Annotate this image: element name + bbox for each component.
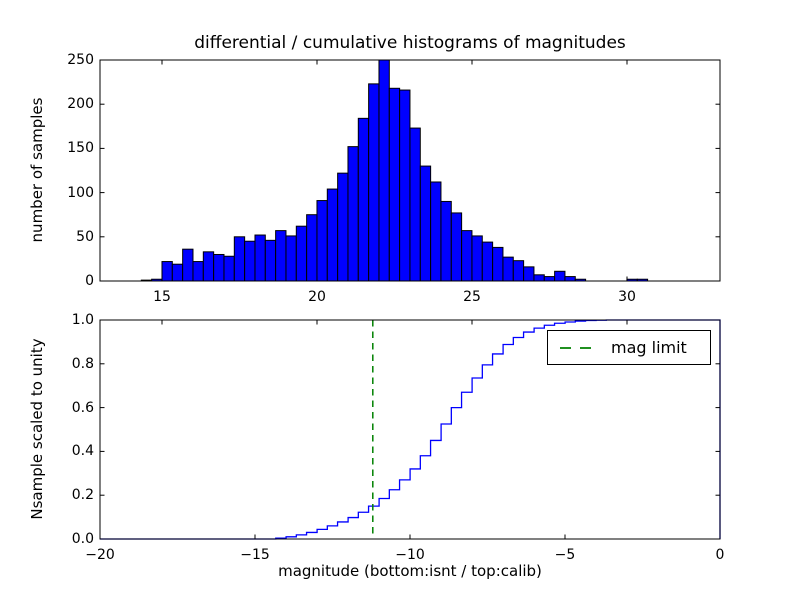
bottom-xtick: 0 xyxy=(715,547,725,563)
bottom-xtick: −10 xyxy=(395,547,425,563)
legend-dashed-line-sample xyxy=(560,346,596,349)
bottom-ytick: 1.0 xyxy=(71,312,94,328)
top-ytick: 0 xyxy=(85,273,94,289)
bottom-xtick: −20 xyxy=(85,547,115,563)
figure-title: differential / cumulative histograms of … xyxy=(194,33,626,53)
top-ytick: 250 xyxy=(67,52,94,68)
top-plot-ylabel: number of samples xyxy=(28,97,46,243)
bottom-ytick: 0.0 xyxy=(71,531,94,547)
top-xtick: 25 xyxy=(463,289,481,305)
top-ytick: 100 xyxy=(67,185,94,201)
bottom-plot-ylabel: Nsample scaled to unity xyxy=(28,338,46,520)
bottom-ytick: 0.4 xyxy=(71,443,94,459)
bottom-xtick: −15 xyxy=(240,547,270,563)
x-axis-label: magnitude (bottom:isnt / top:calib) xyxy=(278,562,542,580)
bottom-ytick: 0.8 xyxy=(71,356,94,372)
top-xtick: 30 xyxy=(618,289,636,305)
bottom-ytick: 0.6 xyxy=(71,400,94,416)
top-ytick: 150 xyxy=(67,140,94,156)
top-ytick: 200 xyxy=(67,96,94,112)
top-xtick: 20 xyxy=(308,289,326,305)
bottom-ytick: 0.2 xyxy=(71,487,94,503)
top-ytick: 50 xyxy=(76,229,94,245)
top-xtick: 15 xyxy=(153,289,171,305)
bottom-xtick: −5 xyxy=(554,547,576,563)
legend-label: mag limit xyxy=(611,338,687,357)
legend-box: mag limit xyxy=(547,330,711,365)
